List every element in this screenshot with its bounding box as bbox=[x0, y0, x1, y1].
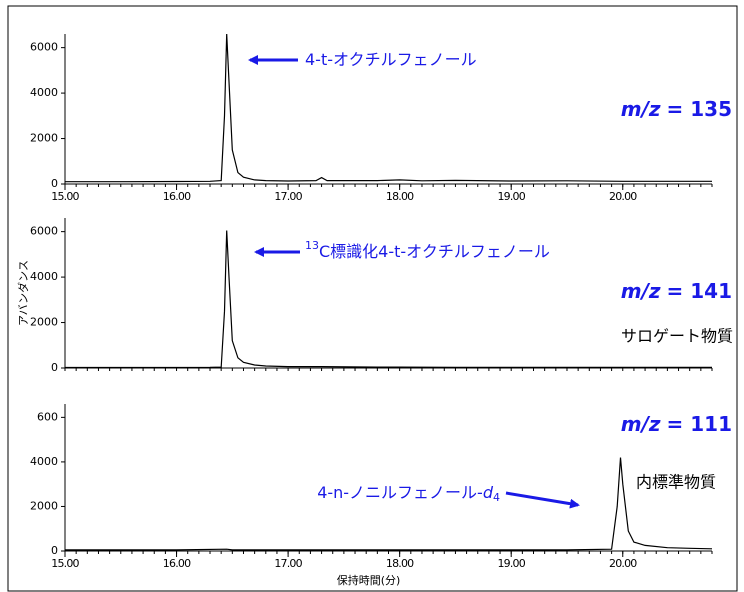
peak-label-sub: 4 bbox=[493, 491, 500, 504]
x-tick-label: 18.00 bbox=[386, 190, 414, 203]
mz-value: = 141 bbox=[667, 279, 732, 303]
mz-label: m/z = 141 bbox=[621, 279, 732, 303]
peak-label: 4-n-ノニルフェノール-d4 bbox=[317, 483, 500, 505]
x-tick-label: 17.00 bbox=[274, 190, 302, 203]
x-tick-label: 15.00 bbox=[51, 190, 79, 203]
y-tick-label: 4000 bbox=[30, 86, 58, 99]
role-label: 内標準物質 bbox=[636, 473, 716, 492]
mz-label: m/z = 135 bbox=[621, 97, 732, 121]
mz-value: = 111 bbox=[667, 412, 732, 436]
x-tick-label: 17.00 bbox=[274, 557, 302, 570]
mz-value: = 135 bbox=[667, 97, 732, 121]
y-tick-label: 2000 bbox=[30, 316, 58, 329]
x-tick-label: 20.00 bbox=[609, 190, 637, 203]
x-axis-label: 保持時間(分) bbox=[337, 573, 401, 587]
trace bbox=[65, 457, 713, 551]
trace bbox=[65, 230, 712, 369]
arrow bbox=[505, 491, 580, 509]
x-tick-label: 18.00 bbox=[386, 557, 414, 570]
x-tick-label: 16.00 bbox=[163, 190, 191, 203]
x-tick-label: 19.00 bbox=[497, 557, 525, 570]
y-tick-label: 0 bbox=[51, 177, 58, 190]
y-tick-label: 2000 bbox=[30, 132, 58, 145]
role-label: サロゲート物質 bbox=[621, 327, 733, 346]
y-tick-label: 2000 bbox=[30, 499, 58, 512]
peak-label-text: 4-n-ノニルフェノール- bbox=[317, 483, 483, 502]
peak-label-sup: 13 bbox=[305, 239, 319, 252]
y-tick-label: 6000 bbox=[30, 41, 58, 54]
frame bbox=[7, 5, 738, 592]
peak-label-italic: d bbox=[483, 483, 494, 502]
peak-label: 13C標識化4-t-オクチルフェノール bbox=[305, 239, 550, 261]
y-tick-label: 4000 bbox=[30, 455, 58, 468]
trace bbox=[65, 33, 712, 183]
mz-symbol: m/z bbox=[621, 412, 661, 436]
x-tick-label: 19.00 bbox=[497, 190, 525, 203]
peak-label-text: 4-t-オクチルフェノール bbox=[305, 50, 477, 69]
peak-label-text: C標識化4-t-オクチルフェノール bbox=[319, 242, 550, 261]
x-tick-label: 15.00 bbox=[51, 557, 79, 570]
y-tick-label: 0 bbox=[51, 361, 58, 374]
peak-label: 4-t-オクチルフェノール bbox=[305, 50, 477, 69]
mz-label: m/z = 111 bbox=[621, 412, 732, 436]
x-tick-label: 20.00 bbox=[609, 557, 637, 570]
x-tick-label: 16.00 bbox=[163, 557, 191, 570]
mz-symbol: m/z bbox=[621, 279, 661, 303]
y-tick-label: 600 bbox=[37, 410, 58, 423]
y-axis-label: アバンダンス bbox=[16, 260, 30, 326]
y-tick-label: 0 bbox=[51, 544, 58, 557]
mz-symbol: m/z bbox=[621, 97, 661, 121]
y-tick-label: 4000 bbox=[30, 270, 58, 283]
y-tick-label: 6000 bbox=[30, 225, 58, 238]
